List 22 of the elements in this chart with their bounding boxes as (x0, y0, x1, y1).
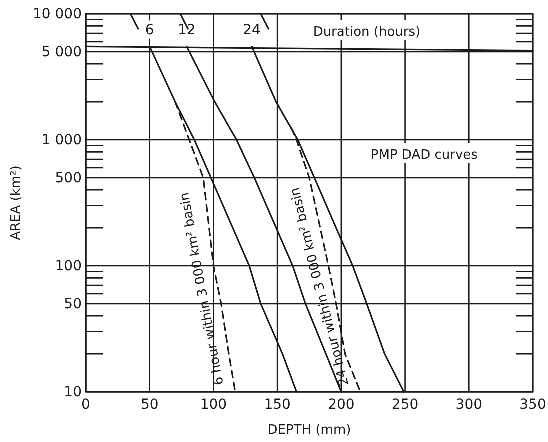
x-tick-label: 50 (140, 396, 159, 413)
x-tick-label: 200 (328, 396, 355, 413)
y-tick-label: 10 000 (33, 6, 82, 22)
x-tick-label: 250 (392, 396, 419, 413)
y-tick-label: 500 (55, 170, 82, 186)
y-tick-label: 1 000 (42, 132, 82, 148)
series-label: 24 (243, 22, 262, 39)
x-tick-label: 350 (520, 396, 546, 413)
annotation: PMP DAD curves (370, 148, 478, 164)
x-tick-label: 150 (264, 396, 291, 413)
x-tick-label: 0 (82, 396, 90, 413)
y-tick-label: 100 (55, 258, 82, 274)
y-axis-title: AREA (km²) (9, 166, 24, 240)
y-tick-label: 10 (64, 384, 82, 400)
series-label: 6 (145, 22, 154, 39)
annotation: Duration (hours) (313, 24, 421, 40)
y-tick-label: 5 000 (42, 44, 82, 60)
x-tick-label: 300 (456, 396, 483, 413)
y-tick-label: 50 (64, 296, 82, 312)
x-tick-label: 100 (200, 396, 228, 413)
x-axis-title: DEPTH (mm) (268, 423, 352, 438)
series-label: 12 (178, 22, 196, 39)
